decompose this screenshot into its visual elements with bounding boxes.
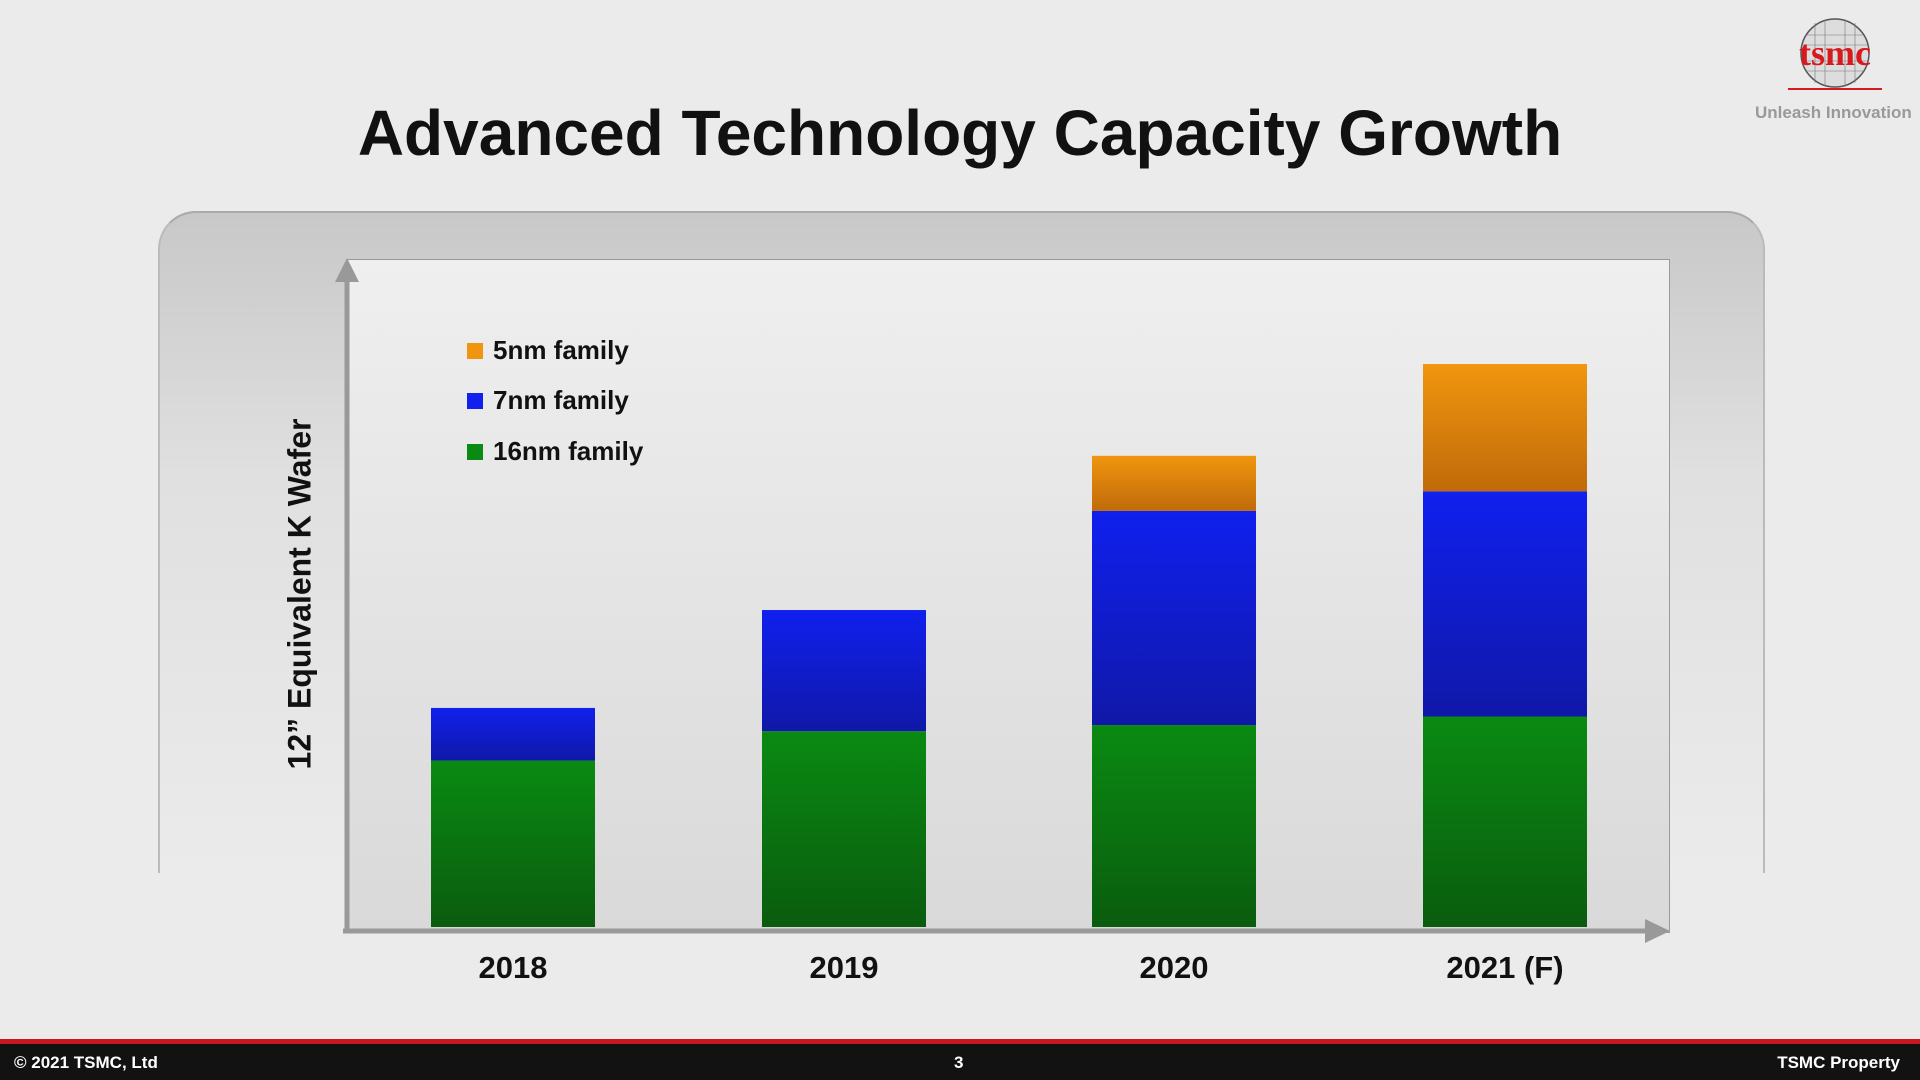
page-title: Advanced Technology Capacity Growth (357, 97, 1563, 169)
x-axis-arrow (1645, 919, 1670, 943)
footer: © 2021 TSMC, Ltd 3 TSMC Property (0, 1044, 1920, 1080)
footer-divider (0, 1039, 1920, 1044)
bar-7nm-family-2018 (431, 707, 595, 761)
legend-item-5nm: 5nm family (467, 335, 629, 366)
page-number: 3 (954, 1053, 964, 1072)
x-tick-label: 2020 (1139, 950, 1209, 985)
logo-tagline: Unleash Innovation (1755, 103, 1912, 122)
legend-item-16nm: 16nm family (467, 436, 643, 467)
bar-5nm-family-2021F (1423, 364, 1587, 492)
y-axis-label: 12” Equivalent K Wafer (281, 418, 318, 770)
x-tick-label: 2018 (478, 950, 548, 985)
bar-16nm-family-2019 (762, 731, 926, 927)
svg-text:tsmc: tsmc (1799, 33, 1871, 73)
legend-item-7nm: 7nm family (467, 385, 629, 416)
bar-7nm-family-2020 (1092, 510, 1256, 726)
legend-label: 16nm family (493, 436, 644, 466)
x-tick-label: 2021 (F) (1446, 950, 1564, 985)
tsmc-logo: tsmc (1770, 15, 1900, 100)
copyright: © 2021 TSMC, Ltd (14, 1053, 158, 1072)
y-axis-arrow (335, 258, 359, 282)
bar-16nm-family-2018 (431, 760, 595, 927)
legend-swatch (467, 392, 483, 409)
x-tick-label: 2019 (809, 950, 879, 985)
property-label: TSMC Property (1777, 1053, 1900, 1072)
bar-16nm-family-2021F (1423, 716, 1587, 927)
bar-16nm-family-2020 (1092, 725, 1256, 927)
bar-7nm-family-2021F (1423, 491, 1587, 717)
bar-5nm-family-2020 (1092, 455, 1256, 511)
legend-label: 5nm family (493, 335, 629, 365)
legend-swatch (467, 443, 483, 460)
legend-swatch (467, 342, 483, 359)
bar-7nm-family-2019 (762, 610, 926, 732)
legend-label: 7nm family (493, 385, 629, 415)
